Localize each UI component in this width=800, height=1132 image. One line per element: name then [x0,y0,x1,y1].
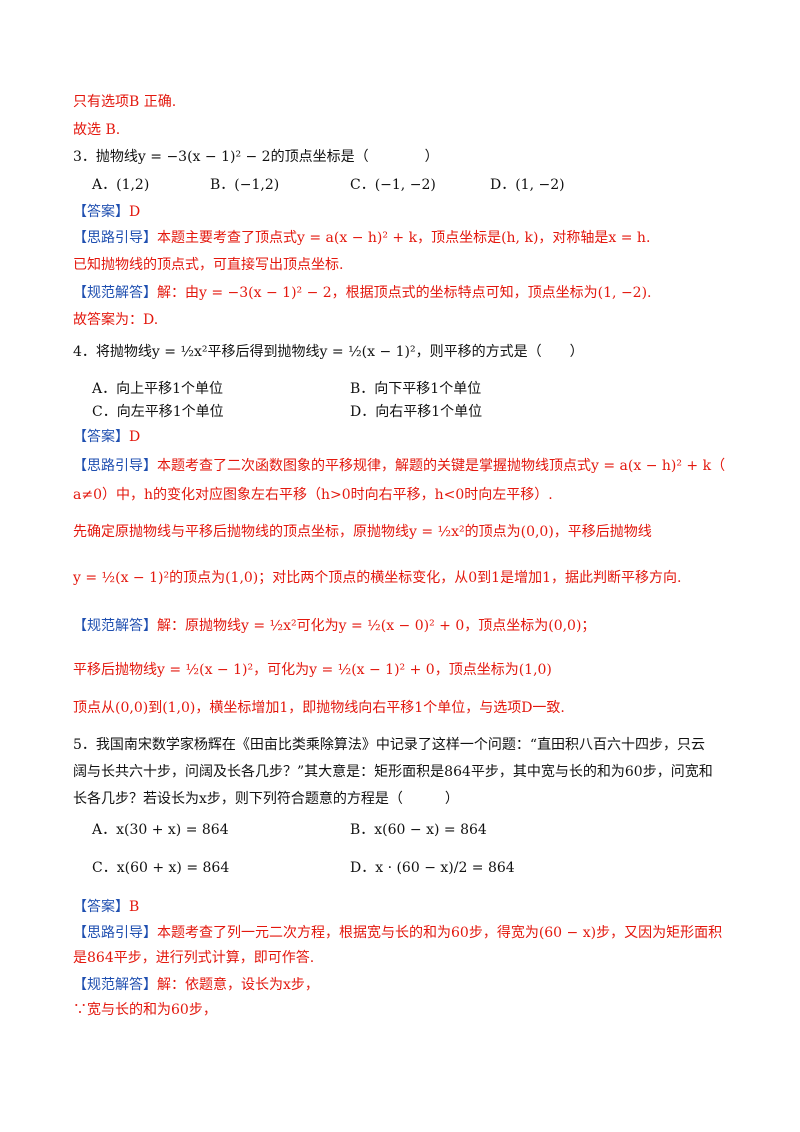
option: B．向下平移1个单位 [350,381,482,397]
option: B．(−1,2) [210,177,280,193]
tagged-line: 【答案】D [73,427,140,447]
text-line: a≠0）中，h的变化对应图象左右平移（h>0时向右平移，h<0时向左平移）. [73,487,553,503]
text-line: 是864平步，进行列式计算，即可作答. [73,950,315,966]
line-text: B [129,899,140,915]
option: A．(1,2) [92,177,150,193]
section-tag: 【规范解答】 [73,618,157,634]
section-tag: 【规范解答】 [73,977,157,993]
section-tag: 【思路引导】 [73,230,157,246]
line-text: 本题主要考查了顶点式y = a(x − h)² + k，顶点坐标是(h, k)，… [157,230,651,246]
tagged-line: 【思路引导】本题主要考查了顶点式y = a(x − h)² + k，顶点坐标是(… [73,228,650,248]
option: C．x(60 + x) = 864 [92,860,230,876]
text-line: 平移后抛物线y = ½(x − 1)²，可化为y = ½(x − 1)² + 0… [73,662,552,678]
text-line: 5．我国南宋数学家杨辉在《田亩比类乘除算法》中记录了这样一个问题：“直田积八百六… [73,737,706,753]
option: A．向上平移1个单位 [92,381,224,397]
option: D．x · (60 − x)/2 = 864 [350,860,515,876]
tagged-line: 【规范解答】解：依题意，设长为x步， [73,975,319,995]
option: D．(1, −2) [490,177,565,193]
section-tag: 【思路引导】 [73,458,157,474]
tagged-line: 【思路引导】本题考查了列一元二次方程，根据宽与长的和为60步，得宽为(60 − … [73,923,722,943]
option: A．x(30 + x) = 864 [92,822,229,838]
section-tag: 【答案】 [73,429,129,445]
section-tag: 【思路引导】 [73,925,157,941]
line-text: D [129,429,141,445]
tagged-line: 【答案】D [73,202,140,222]
line-text: D [129,204,141,220]
section-tag: 【答案】 [73,899,129,915]
tagged-line: 【答案】B [73,897,139,917]
text-line: 只有选项B 正确. [73,94,177,110]
text-line: 长各几步？若设长为x步，则下列符合题意的方程是（ ） [73,791,459,807]
text-line: 3．抛物线y = −3(x − 1)² − 2的顶点坐标是（ ） [73,149,439,165]
text-line: 故选 B. [73,122,121,138]
text-line: ∵宽与长的和为60步， [73,1002,217,1018]
line-text: 本题考查了列一元二次方程，根据宽与长的和为60步，得宽为(60 − x)步，又因… [157,925,723,941]
section-tag: 【答案】 [73,204,129,220]
option: B．x(60 − x) = 864 [350,822,487,838]
tagged-line: 【规范解答】解：原抛物线y = ½x²可化为y = ½(x − 0)² + 0，… [73,616,595,636]
option: C．向左平移1个单位 [92,404,224,420]
text-line: 已知抛物线的顶点式，可直接写出顶点坐标. [73,257,344,273]
option: C．(−1, −2) [350,177,436,193]
text-line: 顶点从(0,0)到(1,0)，横坐标增加1，即抛物线向右平移1个单位，与选项D一… [73,700,565,716]
line-text: 解：由y = −3(x − 1)² − 2，根据顶点式的坐标特点可知，顶点坐标为… [157,285,652,301]
text-line: 阔与长共六十步，问阔及长各几步？”其大意是：矩形面积是864平步，其中宽与长的和… [73,764,713,780]
line-text: 本题考查了二次函数图象的平移规律，解题的关键是掌握抛物线顶点式y = a(x −… [157,458,726,474]
text-line: y = ½(x − 1)²的顶点为(1,0)；对比两个顶点的横坐标变化，从0到1… [73,570,682,586]
tagged-line: 【规范解答】解：由y = −3(x − 1)² − 2，根据顶点式的坐标特点可知… [73,283,652,303]
text-line: 故答案为：D. [73,312,159,328]
text-line: 4．将抛物线y = ½x²平移后得到抛物线y = ½(x − 1)²，则平移的方… [73,344,584,360]
line-text: 解：依题意，设长为x步， [157,977,319,993]
text-line: 先确定原抛物线与平移后抛物线的顶点坐标，原抛物线y = ½x²的顶点为(0,0)… [73,524,652,540]
section-tag: 【规范解答】 [73,285,157,301]
option: D．向右平移1个单位 [350,404,483,420]
line-text: 解：原抛物线y = ½x²可化为y = ½(x − 0)² + 0，顶点坐标为(… [157,618,596,634]
tagged-line: 【思路引导】本题考查了二次函数图象的平移规律，解题的关键是掌握抛物线顶点式y =… [73,456,725,476]
